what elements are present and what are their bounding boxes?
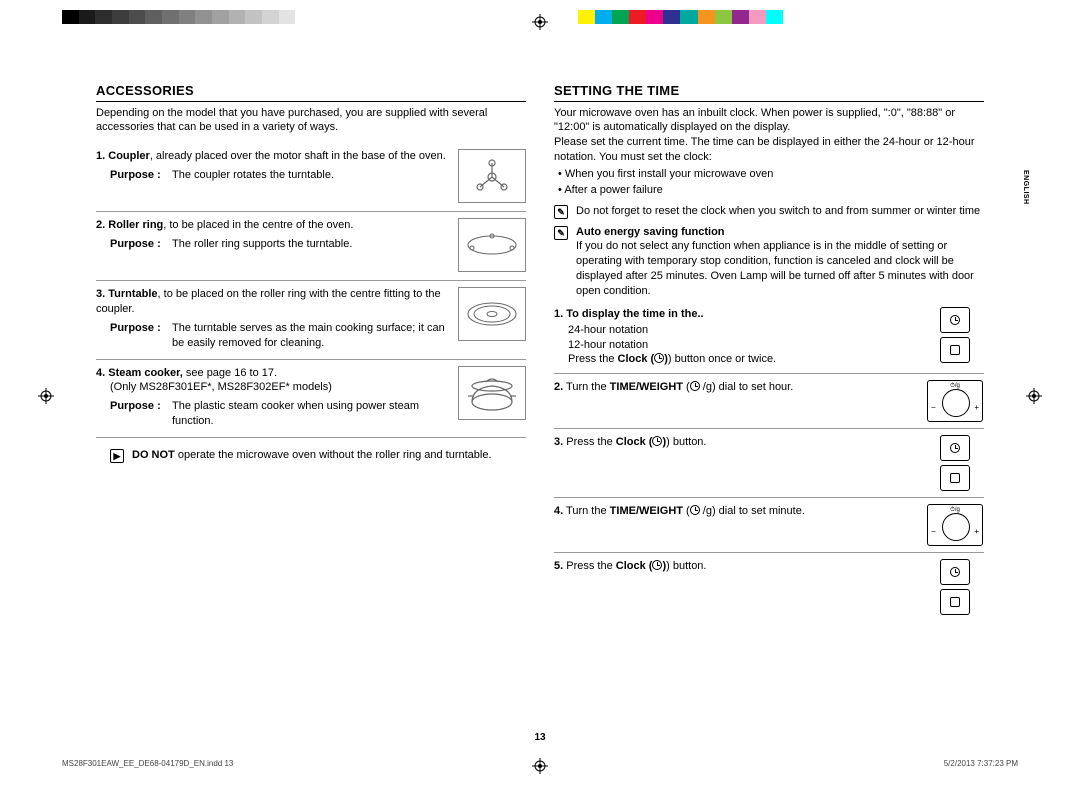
page-number: 13 xyxy=(0,731,1080,745)
setting-time-heading: SETTING THE TIME xyxy=(554,82,984,102)
accessories-section: ACCESSORIES Depending on the model that … xyxy=(96,82,526,722)
turntable-icon xyxy=(458,287,526,341)
registration-mark-top xyxy=(532,14,548,30)
coupler-icon xyxy=(458,149,526,203)
accessory-turntable: 3. Turntable, to be placed on the roller… xyxy=(96,281,526,359)
footer-timestamp: 5/2/2013 7:37:23 PM xyxy=(944,759,1018,770)
roller-ring-icon xyxy=(458,218,526,272)
steam-cooker-icon xyxy=(458,366,526,420)
summer-time-note: ✎ Do not forget to reset the clock when … xyxy=(554,204,984,219)
accessory-roller-ring: 2. Roller ring, to be placed in the cent… xyxy=(96,212,526,281)
page-content: ACCESSORIES Depending on the model that … xyxy=(96,82,984,722)
clock-button-icon xyxy=(940,559,970,585)
accessories-heading: ACCESSORIES xyxy=(96,82,526,102)
time-step-2: 2. Turn the TIME/WEIGHT ( /g) dial to se… xyxy=(554,374,984,429)
print-footer: MS28F301EAW_EE_DE68-04179D_EN.indd 13 5/… xyxy=(62,759,1018,770)
footer-filename: MS28F301EAW_EE_DE68-04179D_EN.indd 13 xyxy=(62,759,233,770)
time-step-5: 5. Press the Clock ()) button. xyxy=(554,553,984,621)
auto-energy-note: ✎ Auto energy saving function If you do … xyxy=(554,225,984,299)
language-tab: ENGLISH xyxy=(1021,170,1030,205)
time-intro-2: Please set the current time. The time ca… xyxy=(554,135,984,165)
accessory-coupler: 1. Coupler, already placed over the moto… xyxy=(96,143,526,212)
accessories-intro: Depending on the model that you have pur… xyxy=(96,106,526,136)
note-icon: ✎ xyxy=(554,226,568,240)
stop-button-icon xyxy=(940,465,970,491)
stop-button-icon xyxy=(940,337,970,363)
warning-icon: ▶ xyxy=(110,449,124,463)
time-intro-1: Your microwave oven has an inbuilt clock… xyxy=(554,106,984,136)
note-icon: ✎ xyxy=(554,205,568,219)
setting-time-section: SETTING THE TIME Your microwave oven has… xyxy=(554,82,984,722)
time-weight-dial-icon: ⏱/g −+ xyxy=(927,380,983,422)
time-step-4: 4. Turn the TIME/WEIGHT ( /g) dial to se… xyxy=(554,498,984,553)
calibration-colorbar-left xyxy=(62,10,312,24)
registration-mark-left xyxy=(38,388,54,404)
clock-button-icon xyxy=(940,307,970,333)
calibration-colorbar-right xyxy=(578,10,800,24)
time-step-3: 3. Press the Clock ()) button. xyxy=(554,429,984,498)
time-step-1: 1. To display the time in the..24-hour n… xyxy=(554,301,984,374)
do-not-warning: ▶ DO NOT operate the microwave oven with… xyxy=(96,448,526,463)
clock-button-icon xyxy=(940,435,970,461)
registration-mark-right xyxy=(1026,388,1042,404)
accessory-steam-cooker: 4. Steam cooker, see page 16 to 17. (Onl… xyxy=(96,360,526,438)
clock-reset-conditions: When you first install your microwave ov… xyxy=(554,167,984,198)
time-weight-dial-icon: ⏱/g −+ xyxy=(927,504,983,546)
stop-button-icon xyxy=(940,589,970,615)
